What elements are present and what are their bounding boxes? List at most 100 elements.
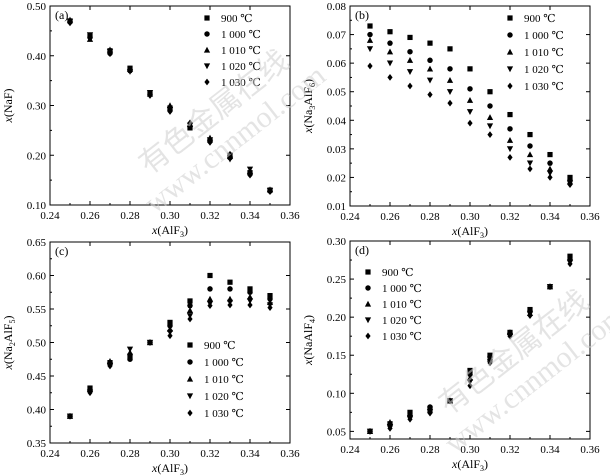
data-point xyxy=(387,29,393,35)
y-axis-label: x(NaF) xyxy=(1,89,15,124)
legend-marker xyxy=(186,375,194,382)
x-tick-label: 0.34 xyxy=(540,444,560,456)
data-point xyxy=(567,181,573,188)
data-point xyxy=(247,171,253,179)
y-tick-label: 0.60 xyxy=(27,271,47,283)
legend-label: 900 ℃ xyxy=(524,13,556,25)
data-point xyxy=(227,150,233,158)
data-point xyxy=(227,286,233,292)
data-point xyxy=(227,301,233,309)
y-tick-label: 0.30 xyxy=(27,101,47,113)
data-point xyxy=(107,362,113,370)
data-point xyxy=(187,302,193,309)
data-point xyxy=(167,332,173,340)
x-tick-label: 0.34 xyxy=(540,211,560,223)
y-tick-label: 0.20 xyxy=(327,312,347,324)
data-point xyxy=(447,397,453,405)
data-point xyxy=(367,31,373,38)
legend-label: 1 000 ℃ xyxy=(382,283,422,295)
data-point xyxy=(166,102,174,109)
x-tick-label: 0.36 xyxy=(580,211,600,223)
data-point xyxy=(567,174,573,181)
data-point xyxy=(167,323,173,329)
data-point xyxy=(186,307,194,313)
data-point xyxy=(406,69,414,75)
data-point xyxy=(246,166,254,173)
data-point xyxy=(467,66,473,72)
y-tick-label: 0.01 xyxy=(327,201,346,213)
legend-label: 1 030 ℃ xyxy=(204,408,244,420)
data-point xyxy=(187,315,193,323)
x-tick-label: 0.32 xyxy=(200,448,219,460)
legend-label: 1 030 ℃ xyxy=(382,331,422,343)
x-axis-label: x(AlF3) xyxy=(151,461,188,476)
data-point xyxy=(466,109,474,115)
x-tick-label: 0.28 xyxy=(120,448,140,460)
x-axis-label: x(AlF3) xyxy=(451,457,488,473)
data-point xyxy=(467,119,473,127)
data-point xyxy=(507,332,513,340)
data-point xyxy=(547,283,553,291)
data-point xyxy=(87,389,93,397)
data-point xyxy=(206,295,214,302)
x-tick-label: 0.30 xyxy=(160,210,180,222)
legend-marker xyxy=(203,46,211,53)
x-tick-label: 0.32 xyxy=(500,211,519,223)
legend-marker xyxy=(203,63,211,70)
data-point xyxy=(447,99,453,107)
data-point xyxy=(207,286,213,292)
data-point xyxy=(527,131,533,138)
data-point xyxy=(446,77,454,83)
data-point xyxy=(366,37,374,43)
data-point xyxy=(407,415,413,423)
y-tick-label: 0.40 xyxy=(27,51,47,63)
data-point xyxy=(466,374,474,381)
legend-label: 900 ℃ xyxy=(204,340,236,352)
y-tick-label: 0.35 xyxy=(27,438,47,450)
data-point xyxy=(167,319,173,325)
x-tick-label: 0.30 xyxy=(160,448,180,460)
legend-marker xyxy=(364,317,372,324)
data-point xyxy=(386,48,394,55)
data-point xyxy=(546,170,554,177)
y-tick-label: 0.03 xyxy=(327,144,347,156)
data-point xyxy=(246,298,254,305)
legend-label: 900 ℃ xyxy=(221,13,253,25)
data-point xyxy=(227,279,233,285)
data-point xyxy=(526,160,534,167)
data-point xyxy=(467,371,473,377)
legend-label: 1 010 ℃ xyxy=(221,45,261,57)
data-point xyxy=(387,74,393,81)
x-tick-label: 0.26 xyxy=(80,210,100,222)
data-point xyxy=(226,156,234,163)
y-axis-label: x(NaAlF4) xyxy=(301,315,317,366)
legend-marker xyxy=(187,409,193,417)
data-point xyxy=(547,174,553,181)
data-point xyxy=(466,97,474,103)
y-tick-label: 0.55 xyxy=(27,304,47,316)
legend-label: 1 030 ℃ xyxy=(221,77,261,89)
data-point xyxy=(487,89,493,95)
y-tick-label: 0.50 xyxy=(27,1,47,13)
data-point xyxy=(386,60,394,67)
x-tick-label: 0.36 xyxy=(280,210,300,222)
data-point xyxy=(367,62,373,70)
data-point xyxy=(506,146,514,153)
x-tick-label: 0.36 xyxy=(280,448,300,460)
data-point xyxy=(506,137,514,143)
legend-label: 1 010 ℃ xyxy=(382,299,422,311)
y-tick-label: 0.02 xyxy=(327,172,346,184)
legend: 900 ℃ 1 000 ℃ 1 010 ℃ 1 020 ℃ 1 030 ℃ xyxy=(364,267,422,343)
data-point xyxy=(527,312,533,320)
data-point xyxy=(247,301,253,309)
y-tick-label: 0.15 xyxy=(327,350,347,362)
data-point xyxy=(526,151,534,158)
data-point xyxy=(406,57,414,63)
x-tick-label: 0.26 xyxy=(380,211,400,223)
data-point xyxy=(207,272,213,279)
data-point xyxy=(566,254,574,261)
data-point xyxy=(446,89,454,95)
data-point xyxy=(387,40,393,46)
data-point xyxy=(127,353,133,361)
